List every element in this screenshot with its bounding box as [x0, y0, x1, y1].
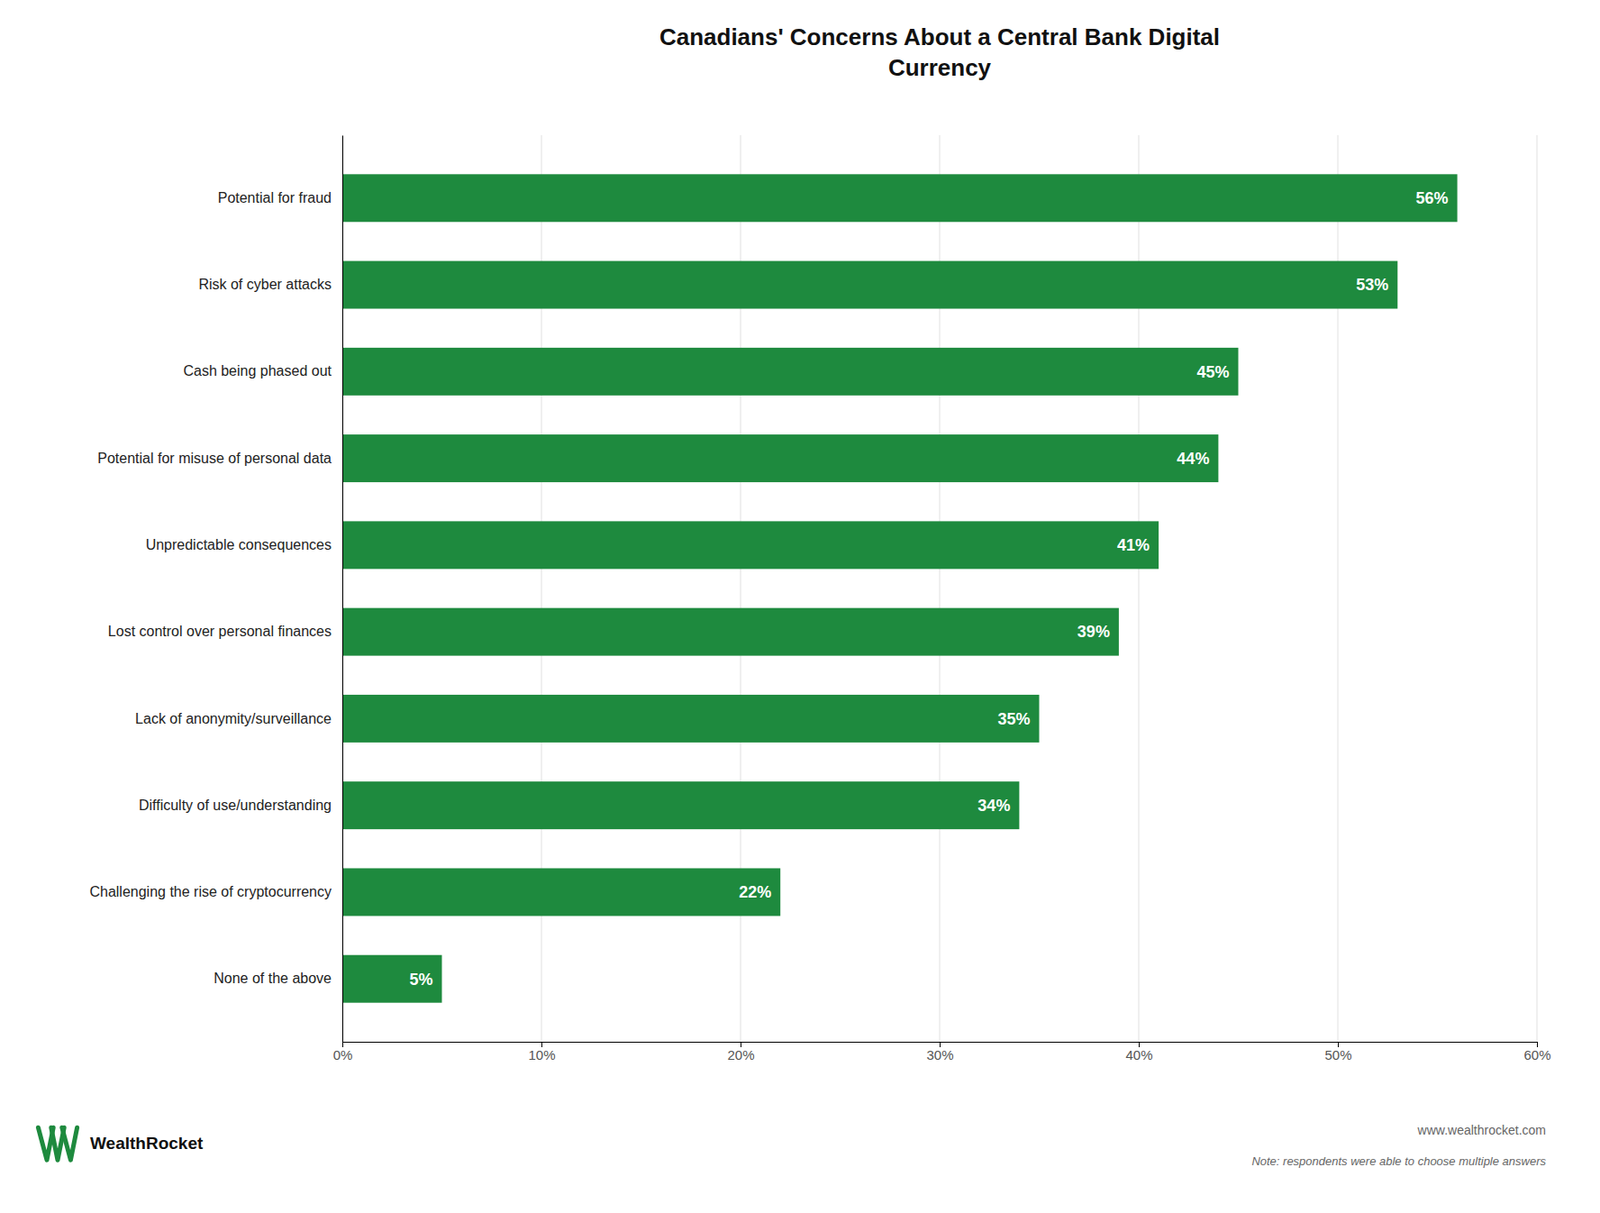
bar [342, 694, 1040, 743]
data-label: 35% [997, 709, 1030, 728]
data-label: 56% [1416, 189, 1449, 208]
data-label: 41% [1117, 536, 1150, 555]
logo [37, 1127, 77, 1160]
title-line: Canadians' Concerns About a Central Bank… [659, 23, 1220, 51]
grid-line [342, 135, 344, 1042]
data-label: 5% [409, 970, 433, 989]
bars [342, 173, 1458, 1002]
logo-stripe [62, 1127, 78, 1160]
x-tick-label: 30% [926, 1046, 954, 1063]
y-tick: Potential for misuse of personal data [97, 450, 332, 466]
title: Canadians' Concerns About a Central Bank… [659, 23, 1220, 82]
y-tick: Cash being phased out [182, 363, 332, 379]
y-tick: Potential for fraud [218, 190, 332, 206]
bar [342, 781, 1019, 829]
y-tick: Lost control over personal finances [108, 623, 332, 639]
note: Note: respondents were able to choose mu… [1251, 1154, 1546, 1168]
website: www.wealthrocket.com [1417, 1122, 1546, 1137]
bar [342, 867, 781, 916]
x-tick: 0% [333, 1041, 354, 1063]
data-label: 39% [1077, 622, 1110, 641]
data-labels: 56% 53% 45% 44% 41% 39% 35% 34% 22% 5% [409, 189, 1448, 988]
y-tick-label: None of the above [213, 970, 332, 986]
grid-line [1536, 135, 1538, 1042]
y-tick-label: Potential for fraud [218, 190, 332, 206]
bar [342, 347, 1239, 396]
y-tick-label: Difficulty of use/understanding [138, 797, 332, 813]
y-axis: Potential for fraud Risk of cyber attacks… [89, 136, 343, 1043]
grid [342, 135, 1537, 1042]
bar [342, 261, 1398, 310]
y-tick-label: Cash being phased out [182, 363, 332, 379]
y-tick-label: Lost control over personal finances [108, 623, 332, 639]
x-tick: 50% [1324, 1041, 1352, 1063]
y-tick-label: Challenging the rise of cryptocurrency [89, 883, 332, 900]
bar [342, 608, 1119, 656]
bar [342, 434, 1219, 482]
y-tick: Lack of anonymity/surveillance [135, 710, 332, 727]
x-tick-label: 0% [333, 1046, 354, 1063]
y-tick-label: Risk of cyber attacks [198, 276, 332, 292]
x-tick: 40% [1125, 1041, 1153, 1063]
x-tick: 20% [727, 1041, 755, 1063]
data-label: 45% [1196, 363, 1229, 382]
watermark: WealthRocket [90, 1133, 204, 1153]
y-axis-line [342, 136, 344, 1043]
y-tick-label: Unpredictable consequences [145, 536, 332, 553]
bar [342, 520, 1159, 569]
y-tick: Difficulty of use/understanding [138, 797, 332, 813]
bar [342, 173, 1458, 222]
y-tick: Unpredictable consequences [145, 536, 332, 553]
data-label: 34% [977, 796, 1010, 815]
x-tick-label: 10% [527, 1046, 555, 1063]
x-axis: 0% 10% 20% 30% 40% 50% 60% [333, 1041, 1552, 1063]
x-tick-label: 20% [727, 1046, 755, 1063]
y-tick-label: Lack of anonymity/surveillance [135, 710, 332, 727]
x-tick: 10% [527, 1041, 555, 1063]
x-tick-label: 60% [1523, 1046, 1551, 1063]
y-tick: Risk of cyber attacks [198, 276, 332, 292]
data-label: 53% [1355, 275, 1389, 294]
y-tick: Challenging the rise of cryptocurrency [89, 883, 332, 900]
plot-area: 56% 53% 45% 44% 41% 39% 35% 34% 22% 5% 0% 10% 20% 30%… [89, 135, 1551, 1063]
y-tick-label: Potential for misuse of personal data [97, 450, 332, 466]
chart: 56% 53% 45% 44% 41% 39% 35% 34% 22% 5% 0% 10% 20% 30%… [0, 0, 1600, 1213]
data-label: 22% [738, 882, 772, 901]
title-line: Currency [888, 54, 992, 82]
x-tick: 30% [926, 1041, 954, 1063]
x-tick: 60% [1523, 1041, 1551, 1063]
x-tick-label: 40% [1125, 1046, 1153, 1063]
data-label: 44% [1176, 449, 1210, 468]
y-tick: None of the above [213, 970, 332, 986]
x-tick-label: 50% [1324, 1046, 1352, 1063]
bar [342, 954, 443, 1003]
